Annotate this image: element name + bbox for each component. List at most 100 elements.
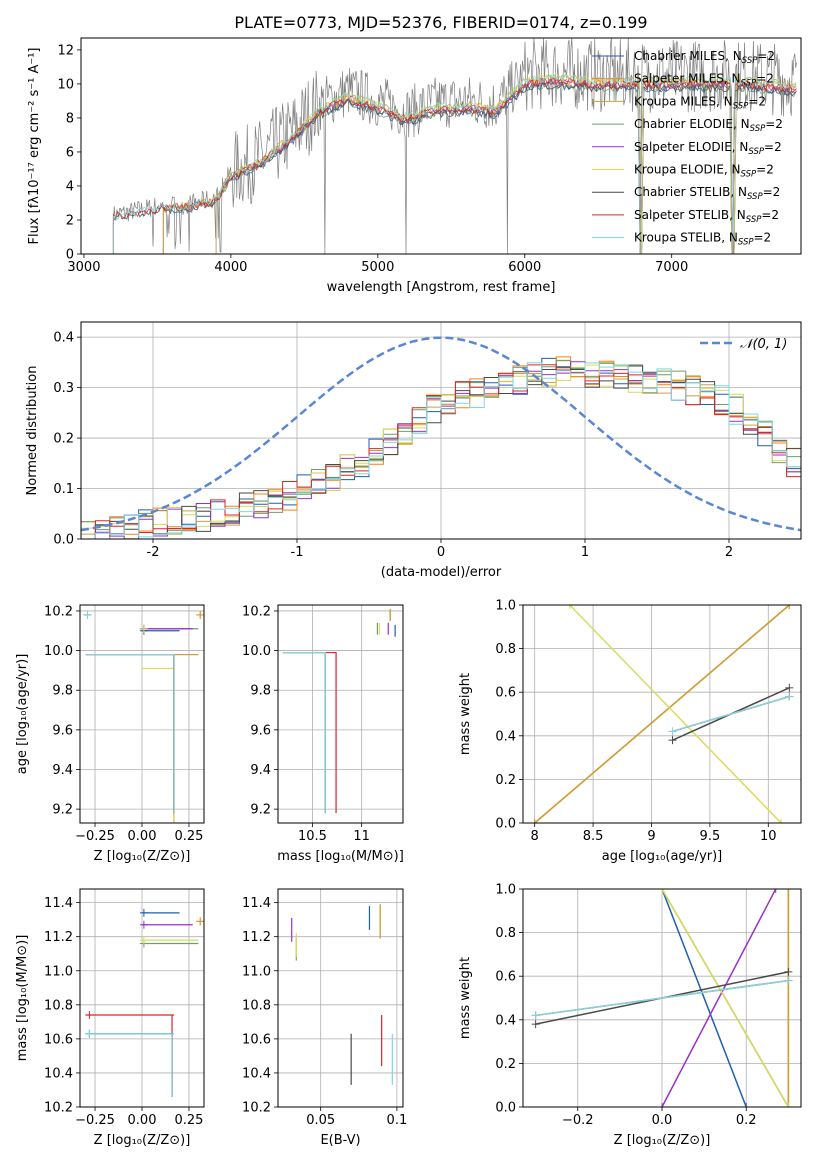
age_vs_mass-panel: 10.5 11 9.2 9.4 9.6 9.8 10.0 10.2 mass [log₁₀(M/… <box>242 604 404 864</box>
residuals-x-tick-label: -2 <box>147 545 160 560</box>
residuals-y-tick-label: 0.2 <box>53 432 74 447</box>
legend-label-chabrier-stelib: Chabrier STELIB, NSSP=2 <box>634 185 780 202</box>
chart-layers: 3000 4000 5000 6000 7000024681012wavelength … <box>15 37 802 1148</box>
mass_vs_Z-x-tick-label: −0.25 <box>75 1113 115 1128</box>
mass_vs_Z-y-tick-label: 10.6 <box>44 1032 73 1047</box>
age_vs_mass-y-tick-label: 9.6 <box>250 723 271 738</box>
legend-label-salpeter-elodie: Salpeter ELODIE, NSSP=2 <box>634 140 782 157</box>
mass_vs_EBV-plot-area <box>291 904 393 1085</box>
spectrum-x-axis-label: wavelength [Angstrom, rest frame] <box>327 280 556 295</box>
normal-distribution-curve <box>81 336 801 532</box>
spectrum-y-tick-label: 10 <box>57 77 74 92</box>
age_vs_mass-x-axis-label: mass [log₁₀(M/M⊙)] <box>277 849 404 864</box>
spectrum-x-tick-label: 3000 <box>67 260 100 275</box>
weight_vs_Z-x-tick-label: 0.0 <box>652 1113 673 1128</box>
weight_vs_Z-y-tick-label: 0.8 <box>495 926 516 941</box>
mass_vs_EBV-y-tick-label: 10.4 <box>242 1066 271 1081</box>
mass_vs_EBV-frame <box>277 888 404 1108</box>
spectrum-y-tick-label: 0 <box>66 248 74 263</box>
spectrum-y-tick-label: 2 <box>66 213 74 228</box>
mass_vs_Z-y-axis-label: mass [log₁₀(M/M⊙)] <box>15 935 30 1062</box>
spectrum-x-tick-label: 5000 <box>361 260 394 275</box>
weight_vs_age-y-axis-label: mass weight <box>458 673 473 755</box>
age_vs_Z-panel: −0.25 0.00 0.25 9.2 9.4 9.6 9.8 10.0 10.2 Z [log₁… <box>15 604 205 864</box>
weight-z-kroupa-stelib-line <box>535 979 789 1017</box>
age_vs_Z-x-axis-label: Z [log₁₀(Z/Z⊙)] <box>94 849 191 864</box>
weight_vs_Z-x-tick-label: 0.2 <box>736 1113 757 1128</box>
age-z-kroupa-stelib-errorbar <box>85 653 175 814</box>
residuals-x-tick-label: 2 <box>725 545 733 560</box>
residuals-x-axis-label: (data-model)/error <box>381 565 502 580</box>
legend-label-kroupa-stelib: Kroupa STELIB, NSSP=2 <box>634 231 771 248</box>
residuals-y-tick-label: 0.4 <box>53 331 74 346</box>
legend-label-normal: 𝒩(0, 1) <box>740 337 787 352</box>
legend-label-kroupa-elodie: Kroupa ELODIE, NSSP=2 <box>634 163 774 180</box>
weight_vs_age-y-tick-label: 0.6 <box>495 686 516 701</box>
mass_vs_Z-y-tick-label: 11.2 <box>44 930 73 945</box>
mass_vs_EBV-panel: 0.05 0.1 10.2 10.4 10.6 10.8 11.0 11.2 11.4 E(B-V… <box>242 888 408 1148</box>
weight_vs_Z-y-tick-label: 0.0 <box>495 1101 516 1116</box>
age_vs_Z-plot-area <box>83 610 204 823</box>
weight-z-salpeter-elodie-line <box>661 889 777 1107</box>
age_vs_mass-y-tick-label: 9.4 <box>250 763 271 778</box>
age_vs_mass-y-tick-label: 10.2 <box>242 604 271 619</box>
residuals-y-tick-label: 0.1 <box>53 482 74 497</box>
mass_vs_EBV-y-tick-label: 10.8 <box>242 998 271 1013</box>
mass_vs_Z-plot-area <box>85 908 204 1097</box>
age_vs_Z-y-tick-label: 10.2 <box>44 604 73 619</box>
spectrum-x-tick-label: 7000 <box>655 260 688 275</box>
spectrum-x-tick-label: 4000 <box>214 260 247 275</box>
spectrum-x-tick-label: 6000 <box>508 260 541 275</box>
age_vs_Z-y-tick-label: 9.2 <box>52 803 73 818</box>
age-mass-kroupa-stelib-errorbar <box>282 651 326 814</box>
mass_vs_EBV-y-tick-label: 10.2 <box>242 1101 271 1116</box>
weight_vs_Z-x-tick-label: −0.2 <box>562 1113 594 1128</box>
age_vs_mass-y-tick-label: 10.0 <box>242 644 271 659</box>
mass_vs_Z-y-tick-label: 11.4 <box>44 896 73 911</box>
age_vs_Z-x-tick-label: 0.00 <box>128 829 157 844</box>
weight_vs_Z-plot-area <box>531 889 793 1107</box>
weight_vs_age-panel: 8 8.5 9 9.5 10 0.0 0.2 0.4 0.6 0.8 1.0 age [log₁₀(a… <box>458 599 802 864</box>
residual-histogram-kroupa-stelib <box>81 362 801 539</box>
weight_vs_age-x-tick-label: 8 <box>531 829 539 844</box>
age_vs_Z-y-tick-label: 10.0 <box>44 644 73 659</box>
weight-age-kroupa-miles-line <box>534 605 790 823</box>
mass_vs_Z-x-tick-label: 0.00 <box>128 1113 157 1128</box>
spectrum-y-tick-label: 6 <box>66 145 74 160</box>
mass_vs_Z-y-tick-label: 10.8 <box>44 998 73 1013</box>
weight-age-kroupa-elodie-line <box>569 605 782 823</box>
weight_vs_age-y-tick-label: 0.4 <box>495 729 516 744</box>
weight_vs_age-x-tick-label: 8.5 <box>583 829 604 844</box>
weight_vs_Z-x-axis-label: Z [log₁₀(Z/Z⊙)] <box>614 1133 711 1148</box>
spectrum-y-tick-label: 4 <box>66 179 74 194</box>
age_vs_mass-frame <box>277 604 404 824</box>
weight_vs_age-plot-area <box>530 605 794 823</box>
mass_vs_EBV-x-tick-label: 0.1 <box>387 1113 408 1128</box>
mass_vs_EBV-y-tick-label: 11.2 <box>242 930 271 945</box>
age-z-salpeter-stelib-errorbar <box>85 653 175 814</box>
age_vs_Z-y-tick-label: 9.4 <box>52 763 73 778</box>
residuals-x-tick-label: 1 <box>581 545 589 560</box>
weight_vs_Z-y-axis-label: mass weight <box>458 957 473 1039</box>
age_vs_mass-y-tick-label: 9.8 <box>250 684 271 699</box>
age-mass-chabrier-stelib-errorbar <box>282 651 326 814</box>
figure-title: PLATE=0773, MJD=52376, FIBERID=0174, z=0… <box>234 13 647 32</box>
age_vs_Z-y-axis-label: age [log₁₀(age/yr)] <box>15 654 30 775</box>
weight_vs_age-x-tick-label: 10 <box>760 829 777 844</box>
mass_vs_EBV-x-tick-label: 0.05 <box>306 1113 335 1128</box>
age_vs_Z-y-tick-label: 9.8 <box>52 684 73 699</box>
age_vs_Z-y-tick-label: 9.6 <box>52 723 73 738</box>
residuals-plot-area <box>81 336 801 539</box>
weight_vs_Z-y-tick-label: 0.4 <box>495 1013 516 1028</box>
mass_vs_EBV-y-tick-label: 10.6 <box>242 1032 271 1047</box>
age_vs_mass-y-tick-label: 9.2 <box>250 803 271 818</box>
weight-z-kroupa-elodie-line <box>661 889 790 1107</box>
mass_vs_Z-y-tick-label: 11.0 <box>44 964 73 979</box>
age_vs_mass-x-tick-label: 11 <box>353 829 370 844</box>
weight_vs_age-y-tick-label: 1.0 <box>495 599 516 614</box>
residuals-x-tick-label: 0 <box>437 545 445 560</box>
age-mass-salpeter-stelib-errorbar <box>282 651 337 814</box>
legend-label-salpeter-miles: Salpeter MILES, NSSP=2 <box>634 72 774 89</box>
weight-z-chabrier-miles-line <box>661 889 747 1107</box>
